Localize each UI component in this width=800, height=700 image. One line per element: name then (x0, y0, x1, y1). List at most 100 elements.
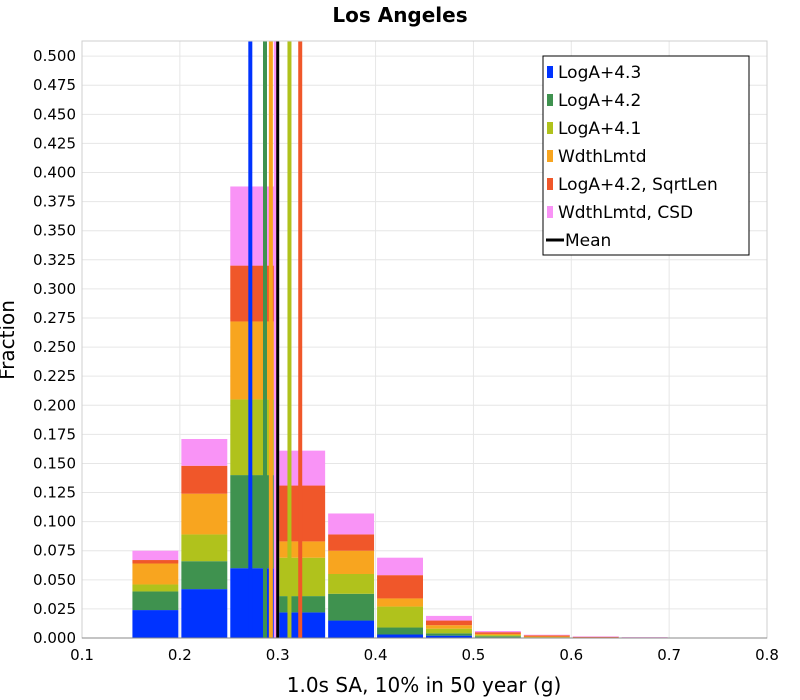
bar-segment (181, 589, 228, 638)
bar-segment (474, 635, 521, 637)
y-tick-label: 0.325 (33, 251, 76, 269)
legend-box (542, 55, 750, 256)
bar-segment (181, 534, 228, 562)
x-axis-label: 1.0s SA, 10% in 50 year (g) (287, 673, 562, 697)
bar-segment (377, 634, 423, 638)
bar-segment (230, 321, 277, 400)
y-tick-label: 0.075 (33, 542, 76, 560)
y-tick-label: 0.375 (33, 193, 76, 211)
y-tick-label: 0.400 (33, 164, 76, 182)
y-tick-label: 0.025 (33, 600, 76, 618)
bar-segment (523, 636, 570, 638)
bar-segment (572, 636, 619, 637)
y-tick-label: 0.225 (33, 367, 76, 385)
legend-swatch (547, 66, 553, 78)
bar-segment (328, 534, 375, 551)
y-tick-label: 0.475 (33, 76, 76, 94)
bar-segment (132, 560, 179, 564)
bar-segment (230, 399, 277, 476)
x-tick-label: 0.4 (364, 646, 388, 664)
bar-segment (230, 186, 277, 266)
legend-entry: LogA+4.1 (558, 119, 641, 139)
legend-swatch (547, 122, 553, 134)
bar-segment (474, 636, 521, 638)
y-axis-label: Fraction (0, 300, 19, 380)
x-tick-label: 0.2 (168, 646, 192, 664)
y-tick-label: 0.350 (33, 222, 76, 240)
bar-segment (474, 631, 521, 633)
axes (81, 40, 768, 639)
legend-swatch (547, 178, 553, 190)
legend-swatch (547, 206, 553, 218)
y-tick-label: 0.300 (33, 280, 76, 298)
bar-segment (621, 637, 668, 638)
x-tick-label: 0.3 (266, 646, 290, 664)
bar-segment (523, 635, 570, 637)
bar-segment (181, 561, 228, 590)
bar-segment (132, 610, 179, 638)
bar-segment (132, 584, 179, 592)
bar-segment (523, 634, 570, 636)
y-tick-labels: 0.000 0.025 0.050 0.075 0.100 0.125 0.150 0.175… (33, 47, 76, 647)
legend-entry: Mean (565, 231, 611, 251)
bar-segment (230, 475, 277, 569)
legend: LogA+4.3 LogA+4.2 LogA+4.1 WdthLmtd LogA+4.2… (542, 55, 750, 256)
bar-segment (230, 568, 277, 638)
y-tick-label: 0.500 (33, 47, 76, 65)
bar-segment (132, 550, 179, 561)
legend-entry: WdthLmtd (558, 147, 647, 167)
x-tick-label: 0.1 (70, 646, 94, 664)
y-tick-label: 0.200 (33, 396, 76, 414)
y-tick-label: 0.275 (33, 309, 76, 327)
y-tick-label: 0.125 (33, 484, 76, 502)
mean-lines (248, 41, 303, 638)
legend-swatch (547, 94, 553, 106)
bar-segment (377, 557, 423, 576)
x-tick-label: 0.8 (755, 646, 779, 664)
bar-segment (181, 439, 228, 466)
bar-segment (230, 265, 277, 322)
bar-segment (181, 493, 228, 535)
bar-segment (523, 637, 570, 638)
legend-entry: WdthLmtd, CSD (558, 203, 693, 223)
bar-segment (426, 633, 472, 636)
x-tick-label: 0.5 (461, 646, 485, 664)
bar-segment (426, 615, 472, 621)
y-tick-label: 0.150 (33, 454, 76, 472)
chart-title: Los Angeles (332, 3, 467, 27)
legend-entry: LogA+4.2, SqrtLen (558, 175, 718, 195)
y-tick-label: 0.000 (33, 629, 76, 647)
bar-segment (426, 620, 472, 626)
bar-segment (377, 575, 423, 599)
legend-entry: LogA+4.3 (558, 63, 641, 83)
bar-segment (328, 620, 375, 638)
bar-segment (132, 591, 179, 611)
y-tick-label: 0.100 (33, 513, 76, 531)
bar-segment (426, 635, 472, 638)
bar-segment (328, 593, 375, 621)
y-tick-label: 0.250 (33, 338, 76, 356)
y-tick-label: 0.450 (33, 105, 76, 123)
x-tick-label: 0.6 (559, 646, 583, 664)
x-tick-label: 0.7 (657, 646, 681, 664)
bar-segment (132, 563, 179, 585)
bar-segment (426, 628, 472, 634)
bar-segment (328, 573, 375, 594)
bar-segment (328, 550, 375, 574)
bar-segment (426, 625, 472, 629)
legend-entry: LogA+4.2 (558, 91, 641, 111)
bar-segment (572, 636, 619, 638)
bar-segment (377, 606, 423, 628)
y-tick-label: 0.425 (33, 134, 76, 152)
legend-swatch (547, 150, 553, 162)
bar-segment (377, 598, 423, 607)
bar-segment (328, 513, 375, 535)
y-tick-label: 0.175 (33, 425, 76, 443)
bar-segment (474, 632, 521, 634)
bar-segment (474, 633, 521, 636)
y-tick-label: 0.050 (33, 571, 76, 589)
bar-segment (181, 465, 228, 494)
x-tick-labels: 0.1 0.2 0.3 0.4 0.5 0.6 0.7 0.8 (70, 646, 779, 664)
bar-segment (377, 627, 423, 635)
